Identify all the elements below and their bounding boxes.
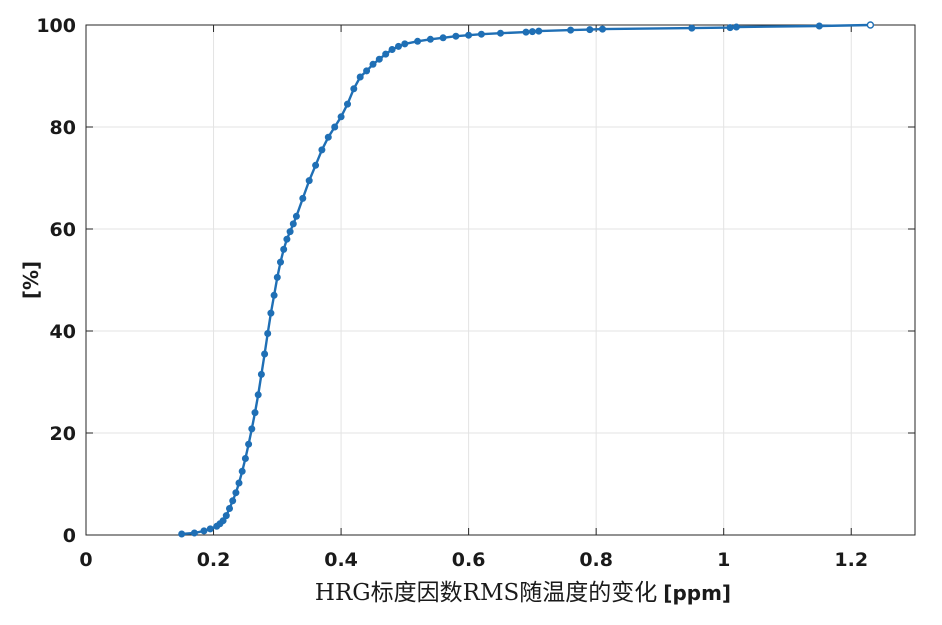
data-point: [866, 21, 875, 29]
y-axis-title: [%]: [19, 261, 43, 299]
data-point: [219, 517, 227, 525]
x-axis-title: HRG标度因数RMS随温度的变化 [ppm]: [315, 580, 731, 606]
x-tick-label: 0.2: [197, 549, 231, 571]
data-point: [452, 32, 460, 40]
data-point: [273, 273, 281, 281]
data-point: [343, 100, 351, 108]
data-point: [732, 23, 740, 31]
x-tick-label: 1.2: [834, 549, 868, 571]
data-point: [382, 50, 390, 58]
data-point: [229, 497, 237, 505]
x-axis-title-unit: [ppm]: [663, 581, 731, 605]
data-point: [248, 425, 256, 433]
data-point: [238, 467, 246, 475]
data-point: [439, 34, 447, 42]
data-point: [276, 258, 284, 266]
data-point: [264, 329, 272, 337]
data-point: [567, 26, 575, 34]
y-tick-label: 40: [50, 321, 76, 343]
data-point: [465, 31, 473, 39]
data-point: [324, 133, 332, 141]
data-point: [369, 60, 377, 68]
data-point: [270, 291, 278, 299]
data-point: [305, 177, 313, 185]
data-point: [251, 409, 259, 417]
data-series: [178, 21, 875, 538]
data-point: [496, 29, 504, 37]
y-tick-label: 100: [36, 15, 76, 37]
x-tick-label: 0.8: [579, 549, 613, 571]
x-tick-label: 0.4: [324, 549, 358, 571]
data-point: [235, 479, 243, 487]
data-point: [200, 527, 208, 535]
data-point: [178, 530, 186, 538]
y-tick-label: 20: [50, 423, 76, 445]
y-tick-label: 80: [50, 117, 76, 139]
data-point: [388, 45, 396, 53]
grid-lines: [86, 25, 915, 535]
data-point: [289, 220, 297, 228]
data-point: [337, 113, 345, 121]
data-point: [280, 245, 288, 253]
x-tick-label: 1: [717, 549, 730, 571]
y-tick-label: 0: [63, 525, 76, 547]
data-point: [394, 42, 402, 50]
data-point: [363, 67, 371, 75]
data-point: [350, 85, 358, 93]
data-point: [190, 529, 198, 537]
data-point: [292, 212, 300, 220]
x-tick-label: 0.6: [452, 549, 486, 571]
data-point: [245, 440, 253, 448]
data-point: [283, 235, 291, 243]
data-point: [688, 24, 696, 32]
data-point: [267, 309, 275, 317]
x-tick-labels: 0 0.2 0.4 0.6 0.8 1 1.2: [79, 549, 868, 571]
y-tick-label: 60: [50, 219, 76, 241]
data-point: [254, 391, 262, 399]
data-point: [241, 454, 249, 462]
data-point: [261, 350, 269, 358]
x-tick-label: 0: [79, 549, 92, 571]
data-point: [726, 24, 734, 32]
plot-frame: [85, 24, 916, 536]
data-point: [535, 27, 543, 35]
plot-area: [86, 25, 915, 535]
data-point: [477, 30, 485, 38]
data-point: [356, 73, 364, 81]
x-axis-title-main: HRG标度因数RMS随温度的变化: [315, 580, 657, 606]
data-point: [375, 55, 383, 63]
data-point: [299, 194, 307, 202]
data-point: [286, 228, 294, 236]
data-point: [598, 25, 606, 33]
data-point: [331, 123, 339, 131]
data-point: [257, 370, 265, 378]
data-point: [401, 40, 409, 48]
y-tick-labels: 0 20 40 60 80 100: [36, 15, 76, 547]
data-point: [426, 35, 434, 43]
data-point: [222, 512, 230, 520]
data-point: [206, 525, 214, 533]
data-point: [815, 22, 823, 30]
data-point: [522, 28, 530, 36]
data-point: [226, 504, 234, 512]
data-point: [414, 37, 422, 45]
data-point: [232, 489, 240, 497]
data-point: [312, 161, 320, 169]
data-point: [586, 26, 594, 34]
data-point: [528, 28, 536, 36]
data-point: [318, 146, 326, 154]
